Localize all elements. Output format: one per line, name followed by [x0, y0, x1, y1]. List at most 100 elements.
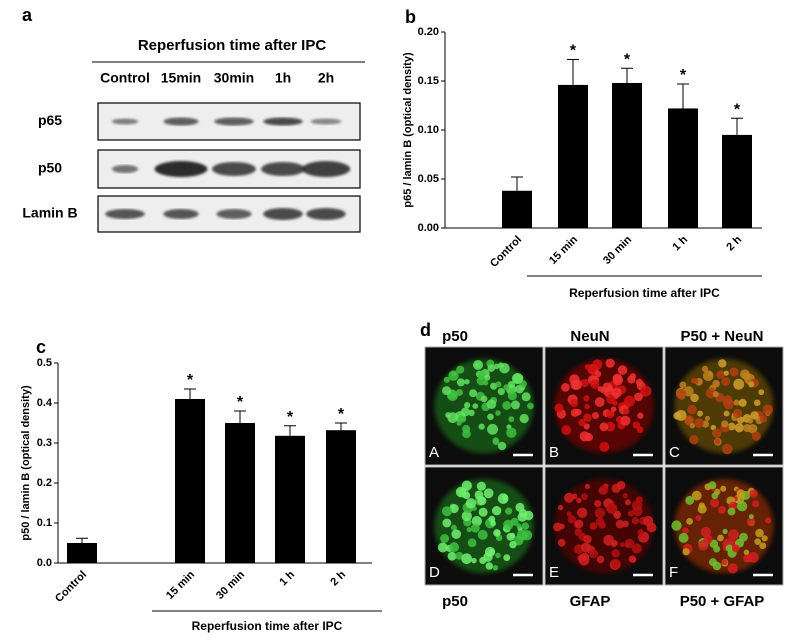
cell [749, 489, 758, 498]
cell [495, 381, 502, 388]
cell [492, 564, 499, 571]
row-label: p65 [38, 112, 62, 128]
panel-label: d [420, 320, 431, 340]
cell [599, 441, 610, 452]
glow [554, 358, 654, 454]
cell [564, 492, 575, 503]
cell [743, 423, 752, 433]
bar [722, 134, 752, 228]
y-axis-label: p50 / lamin B (optical density) [20, 385, 32, 541]
cell [737, 416, 745, 424]
cell [702, 365, 709, 372]
cell [610, 406, 617, 412]
column-label: GFAP [570, 593, 611, 610]
cell [611, 549, 620, 558]
significance-mark: * [734, 101, 741, 118]
cell [591, 412, 599, 420]
cell [611, 559, 621, 569]
cell [702, 370, 714, 382]
significance-mark: * [624, 51, 631, 68]
cell [751, 431, 761, 441]
cell [570, 398, 579, 407]
cell [599, 485, 609, 495]
y-tick-label: 0.15 [418, 75, 439, 87]
cell [623, 408, 630, 415]
cell [509, 532, 516, 539]
cell [624, 542, 631, 548]
cell [739, 369, 750, 380]
cell [606, 503, 618, 514]
column-label: p50 [442, 593, 468, 610]
cell [750, 411, 759, 420]
cell [606, 394, 616, 405]
cell [725, 544, 733, 552]
cell [599, 422, 609, 432]
cell [581, 493, 588, 501]
cell [463, 402, 471, 409]
cell [605, 358, 615, 368]
blot-band [154, 161, 208, 177]
cell [759, 415, 768, 423]
cell [461, 553, 472, 565]
cell [491, 505, 502, 516]
cell [557, 504, 564, 511]
cell [697, 540, 709, 551]
cell [508, 416, 515, 423]
cell [694, 418, 704, 429]
cell [675, 388, 687, 400]
cell [732, 408, 743, 419]
glow [674, 478, 774, 574]
bar [558, 84, 588, 228]
cell [622, 493, 628, 499]
cell [603, 534, 615, 546]
panel-label: c [36, 337, 46, 357]
cell [495, 552, 501, 559]
lane-label: 1h [275, 70, 291, 86]
error-bar [234, 410, 246, 423]
cell [451, 529, 462, 539]
cell [722, 528, 728, 535]
cell [631, 543, 642, 554]
cell [720, 485, 727, 492]
y-tick-label: 0.20 [418, 26, 439, 38]
cell [634, 392, 643, 402]
cell [472, 359, 484, 371]
bar [612, 82, 642, 229]
bar [502, 190, 532, 228]
cell [718, 505, 726, 514]
cell [689, 423, 695, 429]
cell [462, 424, 471, 433]
cell [673, 411, 682, 420]
cell [620, 415, 631, 426]
cell [487, 364, 496, 372]
cell [727, 507, 736, 516]
cell [574, 528, 583, 537]
cell [686, 517, 693, 525]
cell [588, 549, 599, 559]
cell [747, 418, 754, 424]
blot-band [163, 117, 199, 126]
row-label: Lamin B [22, 205, 77, 221]
cell [509, 540, 517, 549]
y-tick-label: 0.05 [418, 173, 439, 185]
cell [602, 382, 613, 393]
cell [630, 557, 637, 563]
cell [709, 498, 720, 508]
x-axis-label: Reperfusion time after IPC [192, 619, 343, 633]
cell [765, 517, 772, 524]
cell [708, 481, 717, 490]
bar [67, 543, 97, 563]
x-tick-label: 1 h [277, 569, 297, 589]
cell [631, 517, 639, 525]
cell [583, 413, 592, 422]
error-bar [677, 83, 689, 109]
lane-label: Control [100, 70, 150, 86]
cell [570, 408, 580, 417]
cell [635, 496, 643, 504]
cell [456, 420, 462, 426]
cell [490, 520, 496, 527]
cell [447, 551, 457, 561]
cell [497, 362, 504, 369]
lane-label: 2h [318, 70, 334, 86]
cell [497, 387, 505, 396]
